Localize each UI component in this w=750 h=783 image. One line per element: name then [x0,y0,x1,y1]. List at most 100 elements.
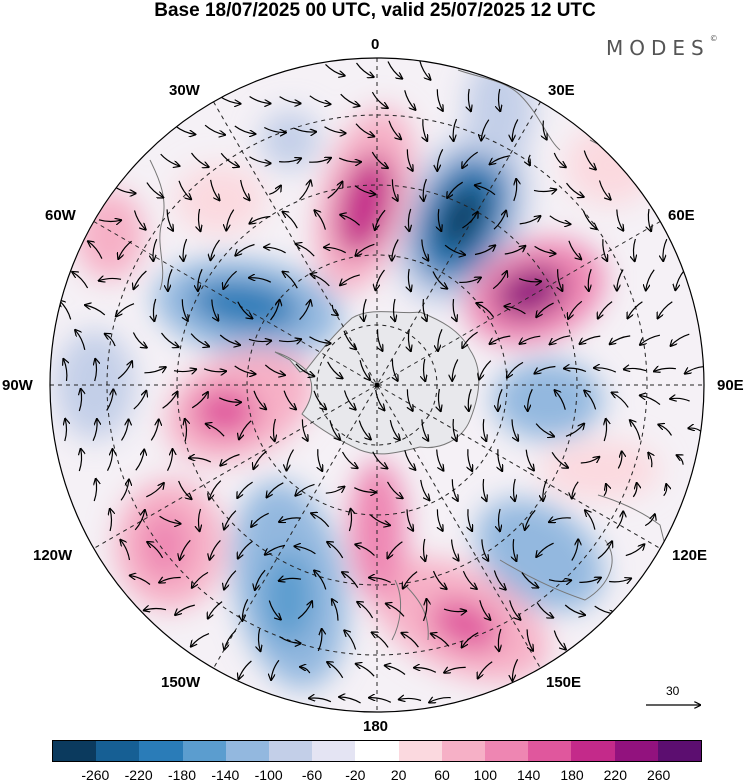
wind-vector [237,481,253,498]
wind-vector [671,333,690,346]
wind-vector [603,484,607,497]
wind-vector [121,540,131,561]
wind-vector [375,209,386,230]
wind-vector [221,453,240,466]
wind-vector [265,544,286,554]
wind-vector [317,629,322,652]
wind-vector [313,390,326,409]
wind-vector [295,363,314,376]
wind-vector [178,180,191,199]
wind-vector [354,487,375,493]
wind-vector [369,578,391,583]
wind-vector [79,449,81,472]
colorbar-tick-label: -180 [167,767,197,783]
wind-vector [371,91,387,108]
wind-vector [658,301,673,318]
colorbar-ticks: -260 -220 -180 -140 -100 -60 -20 20 60 100 140 180 2… [0,767,750,783]
wind-vector [478,661,493,679]
wind-vector [663,484,667,497]
wind-vector [279,578,302,580]
wind-vector [258,628,260,651]
wind-vector [514,179,517,202]
wind-vector [437,89,442,110]
wind-vector [406,509,413,530]
wind-vector [535,365,556,374]
wind-vector [240,179,250,200]
wind-vector [299,181,311,200]
wind-vector [211,299,218,321]
wind-vector [344,631,357,650]
vector-reference-value: 30 [666,684,680,698]
wind-vector [192,571,209,587]
wind-vector [309,158,331,162]
wind-vector [616,512,623,529]
colorbar-tick-label: 60 [434,767,450,783]
wind-vector [338,157,361,162]
wind-vector [175,604,195,615]
wind-vector [624,368,647,370]
wind-vector [572,481,579,499]
wind-vector [135,450,144,471]
wind-vector [85,305,106,316]
wind-vector [459,278,480,283]
wind-vector [278,339,301,341]
wind-vector [208,601,223,619]
wind-vector [210,539,221,559]
wind-vector [498,388,503,411]
lon-label-0: 0 [371,36,380,53]
wind-vector [610,335,631,344]
wind-vector [271,659,280,680]
wind-vector [314,571,327,590]
wind-vector [79,389,81,412]
colorbar-swatch [614,741,658,761]
wind-vector [239,660,252,679]
wind-vector [447,181,464,198]
wind-vector [493,211,506,230]
wind-vector [209,480,222,500]
wind-vector [92,419,97,442]
brand-name: MODES [606,36,710,60]
wind-vector [525,449,534,471]
wind-vector [146,483,163,498]
wind-vector [483,479,486,501]
wind-vector [133,391,146,410]
colorbar-swatch [528,741,572,761]
wind-vector [646,269,655,290]
wind-vector [543,478,548,501]
wind-vector [198,508,200,531]
wind-vector [648,453,651,468]
colorbar [52,740,702,762]
wind-vector [218,397,241,402]
wind-vector [134,510,145,531]
wind-vector [423,119,427,141]
wind-vector [490,335,511,344]
wind-vector [264,364,284,375]
wind-vector [535,423,554,437]
map-title: Base 18/07/2025 00 UTC, valid 25/07/2025… [154,0,596,21]
wind-vector [296,483,315,495]
wind-vector [287,449,294,471]
wind-vector [385,666,406,675]
wind-vector [220,152,239,166]
colorbar-swatch [398,741,442,761]
wind-vector [343,330,356,349]
wind-vector [340,93,360,106]
wind-vector [94,479,96,502]
wind-vector [549,518,571,522]
wind-vector [421,419,428,440]
wind-vector [183,238,188,261]
wind-vector [526,629,533,650]
wind-vector [579,578,600,583]
wind-vector [414,668,437,673]
wind-vector [525,509,536,529]
wind-vector [375,389,385,410]
wind-vector [117,361,132,380]
wind-vector [520,335,541,344]
colorbar-swatch [657,741,702,761]
colorbar-tick-label: 180 [560,767,584,783]
colorbar-tick-label: 100 [473,767,498,783]
wind-vector [571,540,578,561]
wind-vector [625,544,644,557]
wind-vector [106,449,113,471]
wind-vector [659,425,673,436]
